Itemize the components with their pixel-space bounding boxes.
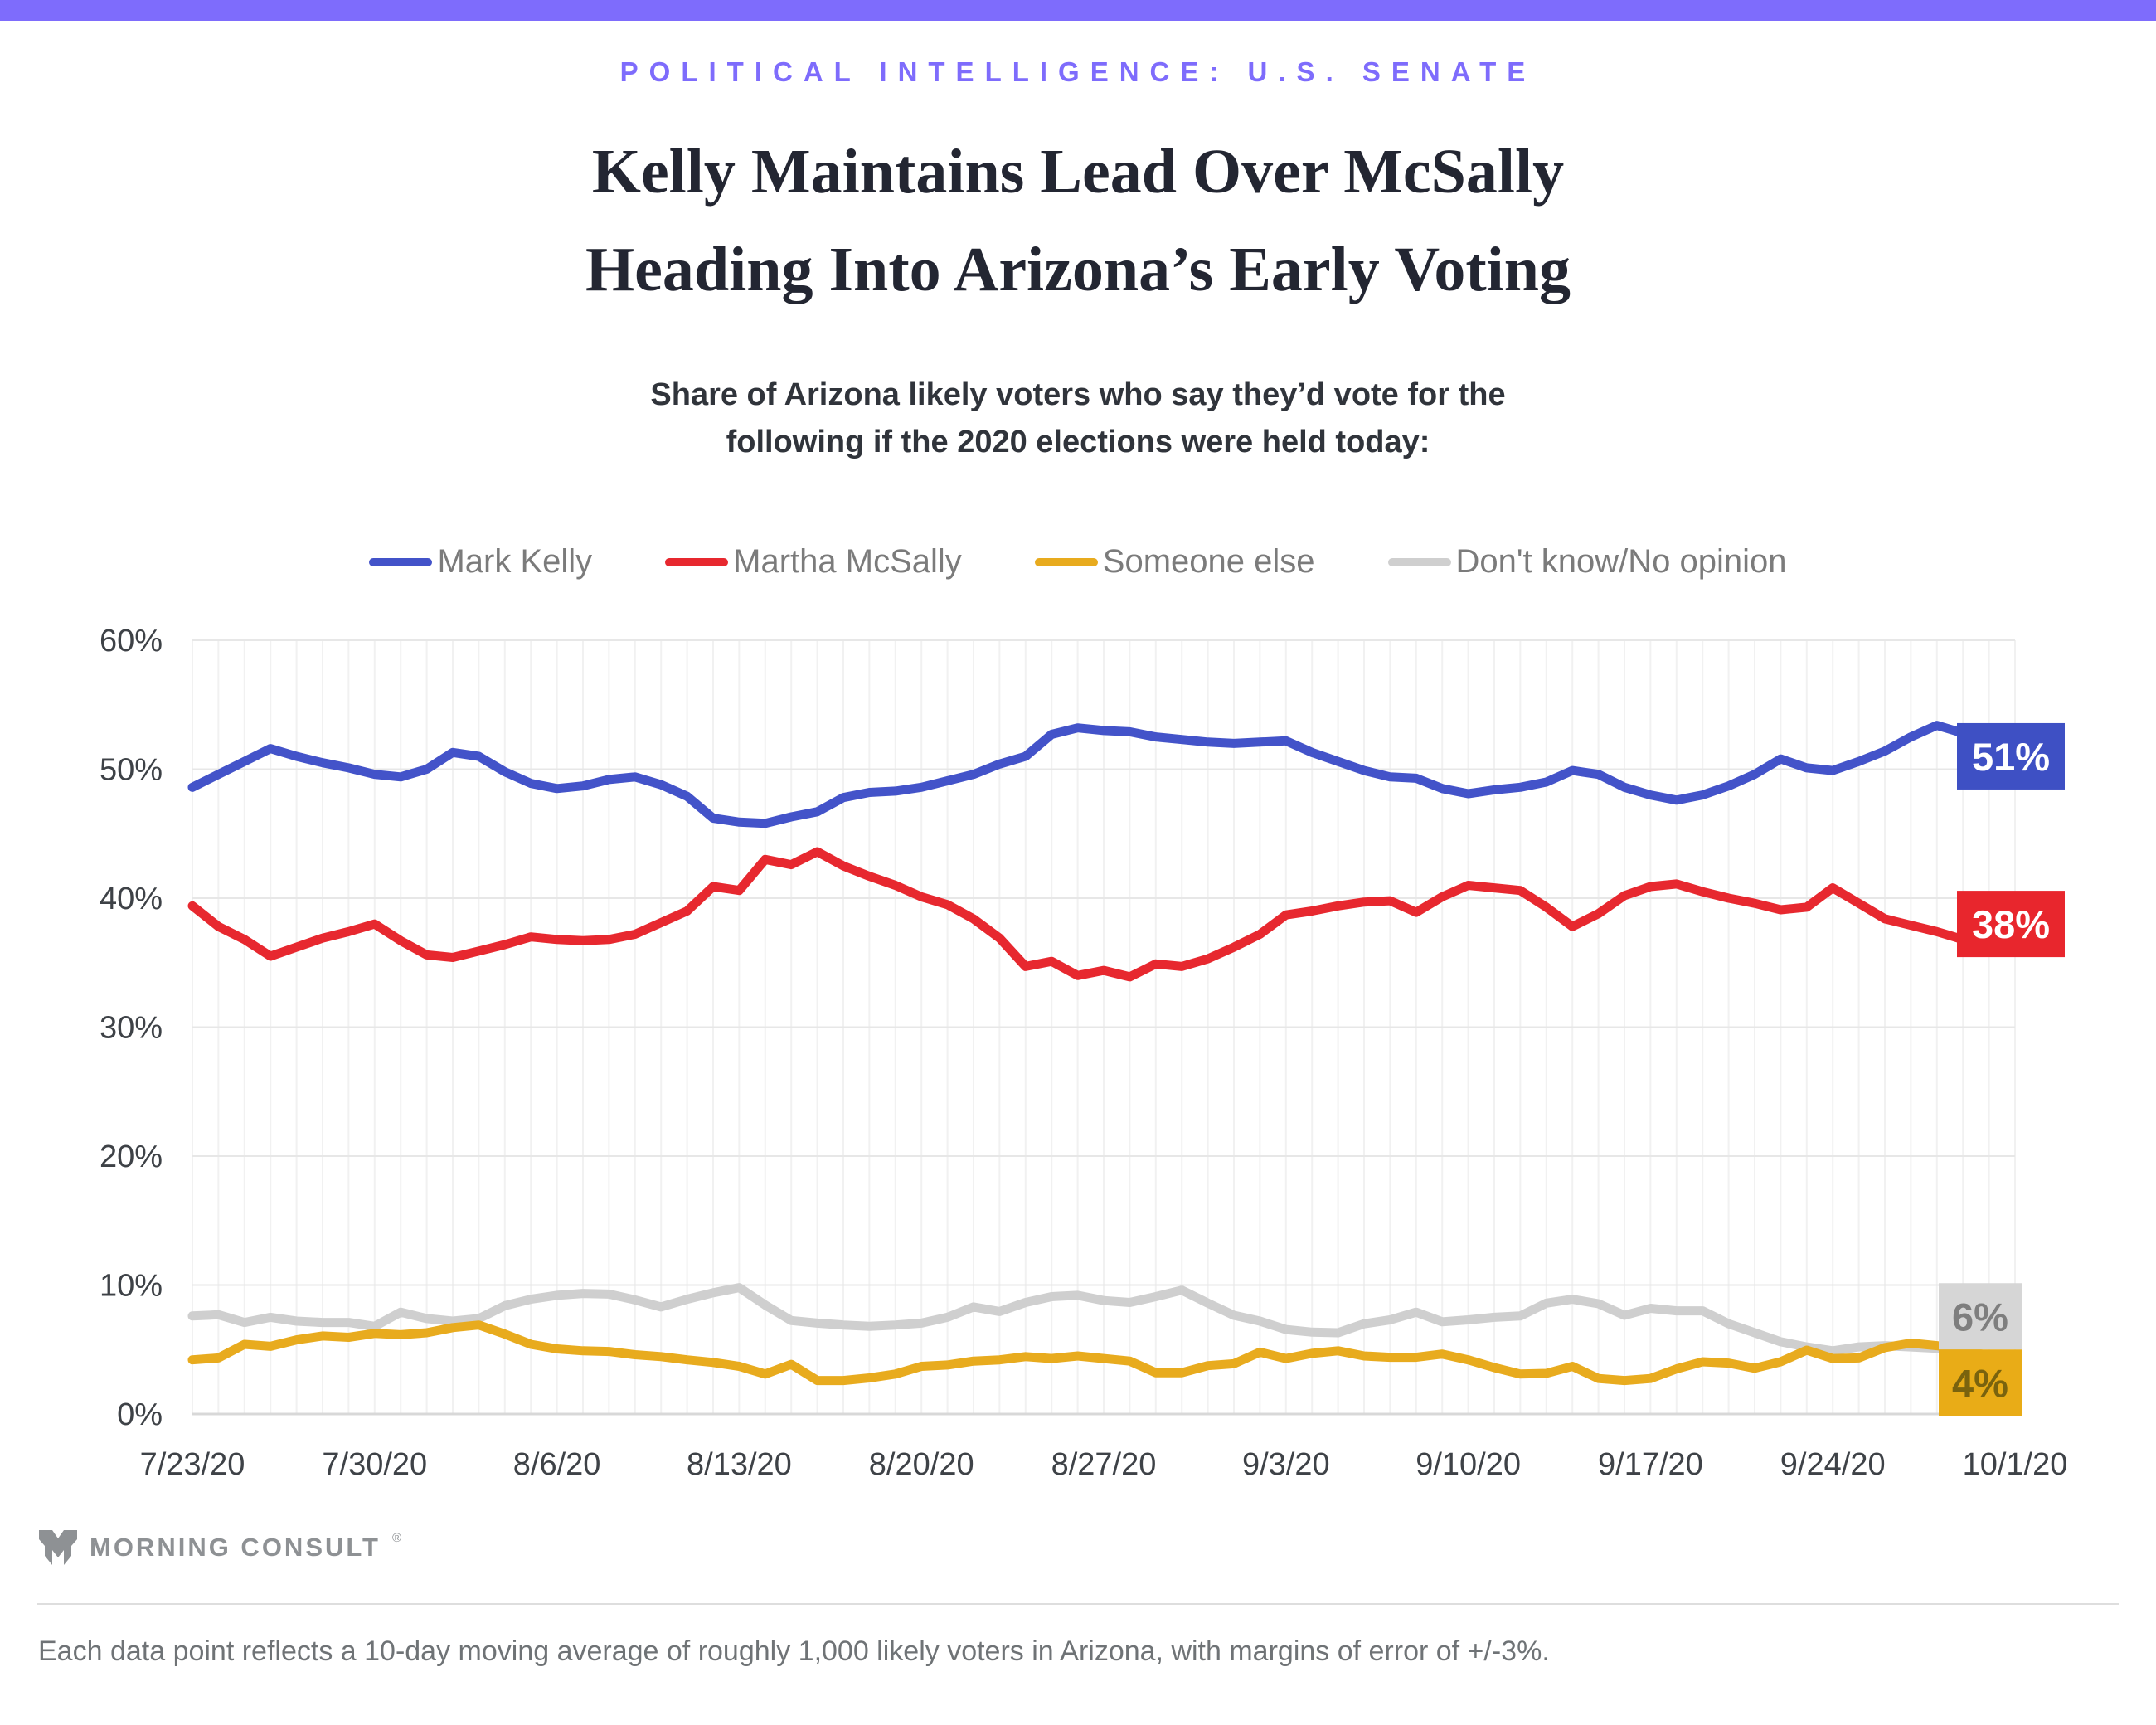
x-axis-label-8-20-20: 8/20/20 [869, 1447, 974, 1482]
chart-subtitle: Share of Arizona likely voters who say t… [0, 372, 2156, 466]
y-axis-label-0: 0% [117, 1397, 163, 1432]
legend-item-dont-know: Don't know/No opinion [1387, 543, 1787, 581]
y-axis-label-40: 40% [100, 882, 163, 916]
end-label-value-dont-know: 6% [1952, 1295, 2008, 1339]
end-label-value-someone-else: 4% [1952, 1361, 2008, 1405]
series-line-mark-kelly [187, 721, 2020, 828]
eyebrow-kicker: POLITICAL INTELLIGENCE: U.S. SENATE [619, 56, 1537, 87]
x-axis-label-8-6-20: 8/6/20 [513, 1447, 601, 1482]
legend-item-martha-mcsally: Martha McSally [665, 543, 962, 581]
y-axis-label-10: 10% [100, 1269, 163, 1304]
x-axis-label-9-24-20: 9/24/20 [1780, 1447, 1886, 1482]
y-axis-label-30: 30% [100, 1011, 163, 1046]
series-line-someone-else [187, 1320, 2020, 1386]
x-axis-label-10-1-20: 10/1/20 [1963, 1447, 2068, 1482]
legend-item-mark-kelly: Mark Kelly [369, 543, 592, 581]
x-axis-label-7-30-20: 7/30/20 [322, 1447, 427, 1482]
chart-legend: Mark Kelly Martha McSally Someone else Don'… [0, 543, 2156, 581]
series-line-dont-know [187, 1283, 2020, 1356]
legend-label-dont-know: Don't know/No opinion [1455, 543, 1787, 580]
x-axis-label-7-23-20: 7/23/20 [140, 1447, 245, 1482]
logo-m-icon [39, 1530, 77, 1565]
x-axis-label-8-27-20: 8/27/20 [1051, 1447, 1157, 1482]
morning-consult-logo: MORNING CONSULT ® [38, 1529, 401, 1566]
subtitle-line-2: following if the 2020 elections were hel… [726, 425, 1430, 459]
title-line-1: Kelly Maintains Lead Over McSally [591, 137, 1565, 207]
end-label-box-dont-know [1939, 1283, 2022, 1350]
footer-divider [37, 1603, 2119, 1605]
legend-swatch-martha-mcsally [665, 557, 729, 566]
x-axis-label-9-17-20: 9/17/20 [1598, 1447, 1703, 1482]
end-label-box-someone-else [1939, 1349, 2022, 1416]
methodology-footnote: Each data point reflects a 10-day moving… [38, 1635, 1550, 1667]
y-axis-label-20: 20% [100, 1139, 163, 1174]
page-title: Kelly Maintains Lead Over McSally Headin… [0, 123, 2156, 318]
x-axis-label-8-13-20: 8/13/20 [687, 1447, 792, 1482]
end-label-box-martha-mcsally [1957, 891, 2065, 958]
y-axis-label-60: 60% [100, 624, 163, 658]
series-line-martha-mcsally [187, 847, 2020, 982]
legend-label-someone-else: Someone else [1102, 543, 1315, 580]
registered-trademark-symbol: ® [391, 1530, 402, 1545]
legend-swatch-someone-else [1034, 557, 1098, 566]
legend-swatch-dont-know [1387, 557, 1451, 566]
logo-wordmark: MORNING CONSULT [90, 1533, 381, 1562]
end-label-value-martha-mcsally: 38% [1972, 902, 2050, 946]
legend-label-martha-mcsally: Martha McSally [733, 543, 962, 580]
legend-swatch-mark-kelly [369, 557, 433, 566]
end-label-value-mark-kelly: 51% [1972, 735, 2050, 779]
legend-label-mark-kelly: Mark Kelly [437, 543, 593, 580]
subtitle-line-1: Share of Arizona likely voters who say t… [650, 377, 1506, 412]
legend-item-someone-else: Someone else [1034, 543, 1315, 581]
title-line-2: Heading Into Arizona’s Early Voting [585, 235, 1571, 304]
top-accent-bar [0, 0, 2156, 21]
end-label-box-mark-kelly [1957, 722, 2065, 790]
x-axis-label-9-10-20: 9/10/20 [1415, 1447, 1521, 1482]
x-axis-label-9-3-20: 9/3/20 [1242, 1447, 1330, 1482]
y-axis-label-50: 50% [100, 753, 163, 788]
